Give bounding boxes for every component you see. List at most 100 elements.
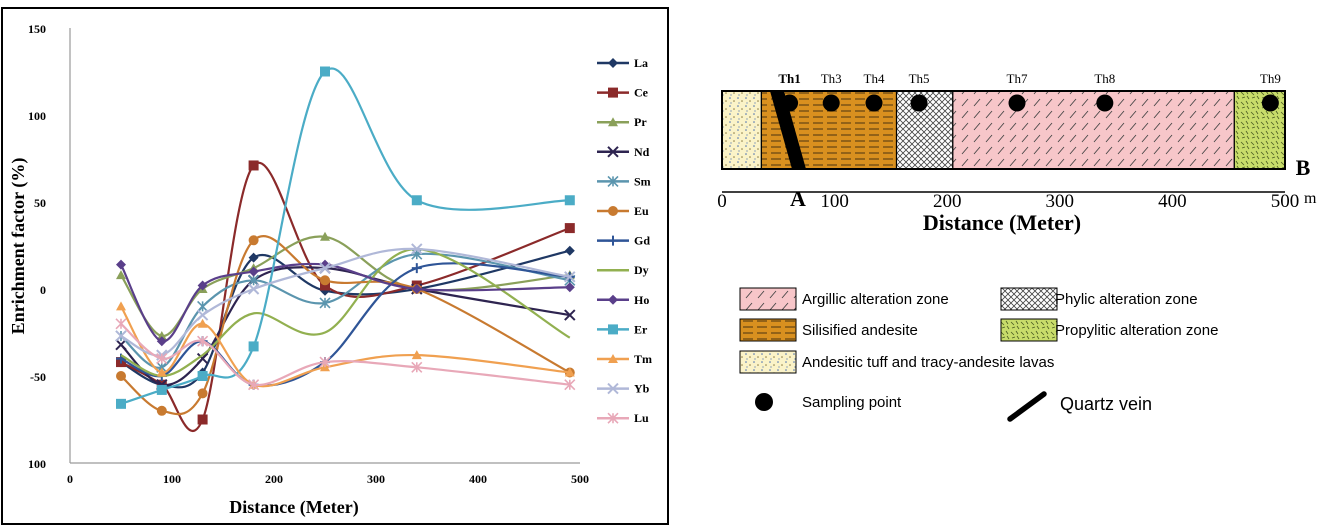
legend-marker: [608, 354, 618, 363]
series-line: [120, 266, 570, 387]
legend-label: Argillic alteration zone: [802, 291, 949, 308]
data-point: [196, 309, 209, 321]
y-tick-label: 150: [28, 22, 46, 36]
chart-legend: La Ce Pr Nd Sm Eu Gd Dy Ho Er Tm Yb Lu: [597, 56, 652, 425]
data-point: [564, 223, 575, 234]
legend-label: Eu: [634, 204, 649, 218]
section-tick-label: 0: [717, 191, 727, 212]
data-point: [116, 371, 126, 381]
legend-label: Er: [634, 322, 648, 336]
legend-label: Sm: [634, 174, 651, 188]
data-point: [319, 262, 331, 274]
series-line: [120, 322, 570, 387]
x-tick-labels: 0 100 200 300 400 500: [67, 472, 589, 486]
data-point: [116, 270, 126, 280]
sample-point-th5: Th5: [909, 71, 930, 112]
legend-propylitic: Propylitic alteration zone: [1000, 318, 1218, 342]
legend-item: La: [597, 56, 648, 70]
sample-dot: [822, 94, 840, 112]
sample-point-th9: Th9: [1260, 71, 1281, 112]
section-tick-label: 100: [820, 191, 849, 212]
data-point: [115, 318, 127, 330]
data-point: [248, 266, 259, 277]
legend-marker: [607, 146, 619, 158]
legend-marker: [607, 382, 619, 395]
legend-item: Dy: [597, 263, 649, 277]
data-point: [319, 297, 331, 309]
y-tick-label: 100: [28, 457, 46, 471]
y-tick-label: -50: [30, 370, 46, 384]
data-point: [247, 283, 260, 295]
series-er-9: [116, 66, 575, 409]
sample-dot: [1096, 94, 1114, 112]
section-frame: [721, 90, 1286, 170]
legend-marker: [608, 206, 618, 216]
section-legend: Argillic alteration zone Phylic alteratio…: [739, 287, 1218, 422]
x-tick-label: 400: [469, 472, 487, 486]
data-point: [411, 248, 423, 260]
legend-label: Andesitic tuff and tracy-andesite lavas: [802, 354, 1054, 371]
legend-label: La: [634, 56, 648, 70]
legend-sample: Sampling point: [755, 393, 902, 411]
data-point: [320, 280, 330, 291]
legend-label: Quartz vein: [1060, 394, 1152, 414]
legend-label: Sampling point: [802, 394, 902, 411]
sample-dot: [1261, 94, 1279, 112]
x-tick-label: 0: [67, 472, 73, 486]
legend-swatch: [739, 287, 797, 311]
sample-point-th7: Th7: [1007, 71, 1028, 112]
legend-label: Lu: [634, 411, 649, 425]
legend-label: Nd: [634, 145, 650, 159]
data-point: [156, 384, 167, 395]
legend-label: Gd: [634, 234, 650, 248]
legend-vein: Quartz vein: [1007, 391, 1152, 422]
data-point: [197, 280, 208, 291]
data-point: [411, 243, 423, 255]
data-point: [411, 195, 422, 206]
zone-argillic: [952, 90, 1235, 170]
sample-point-th1: Th1: [778, 71, 801, 112]
legend-swatch: [1000, 287, 1058, 311]
legend-item: Eu: [597, 204, 649, 218]
section-tick-label: 200: [933, 191, 962, 212]
data-point: [248, 341, 259, 352]
legend-marker: [608, 117, 618, 127]
x-tick-label: 300: [367, 472, 385, 486]
legend-phylic: Phylic alteration zone: [1000, 287, 1198, 311]
data-point: [411, 263, 422, 274]
data-point: [197, 300, 209, 312]
series-line: [120, 249, 571, 389]
data-point: [156, 405, 167, 416]
data-point: [196, 352, 209, 365]
legend-label: Yb: [634, 382, 650, 396]
data-point: [320, 275, 330, 286]
sample-dot: [781, 94, 799, 112]
section-tick-label: 500: [1271, 191, 1300, 212]
legend-marker: [607, 412, 619, 424]
sample-dot: [910, 94, 928, 112]
legend-label: Ho: [634, 293, 649, 307]
legend-label: Dy: [634, 263, 649, 277]
data-point: [564, 195, 575, 206]
y-tick-label: 100: [28, 109, 46, 123]
series-line: [120, 247, 571, 378]
data-point: [197, 318, 208, 328]
data-point: [197, 335, 209, 347]
data-point: [116, 301, 126, 311]
unit-label: m: [1304, 190, 1317, 207]
data-point: [248, 252, 259, 263]
data-point: [564, 379, 576, 391]
sample-point-th4: Th4: [864, 71, 885, 112]
data-point: [564, 271, 576, 283]
x-tick-label: 200: [265, 472, 283, 486]
data-point: [564, 282, 575, 293]
chart-axes: [69, 28, 580, 464]
y-tick-label: 0: [40, 283, 46, 297]
data-point: [197, 371, 208, 381]
legend-label: Phylic alteration zone: [1055, 291, 1198, 308]
legend-vein: [1007, 391, 1047, 422]
data-point: [115, 330, 127, 342]
legend-label: Pr: [634, 115, 647, 129]
legend-item: Nd: [597, 145, 650, 159]
